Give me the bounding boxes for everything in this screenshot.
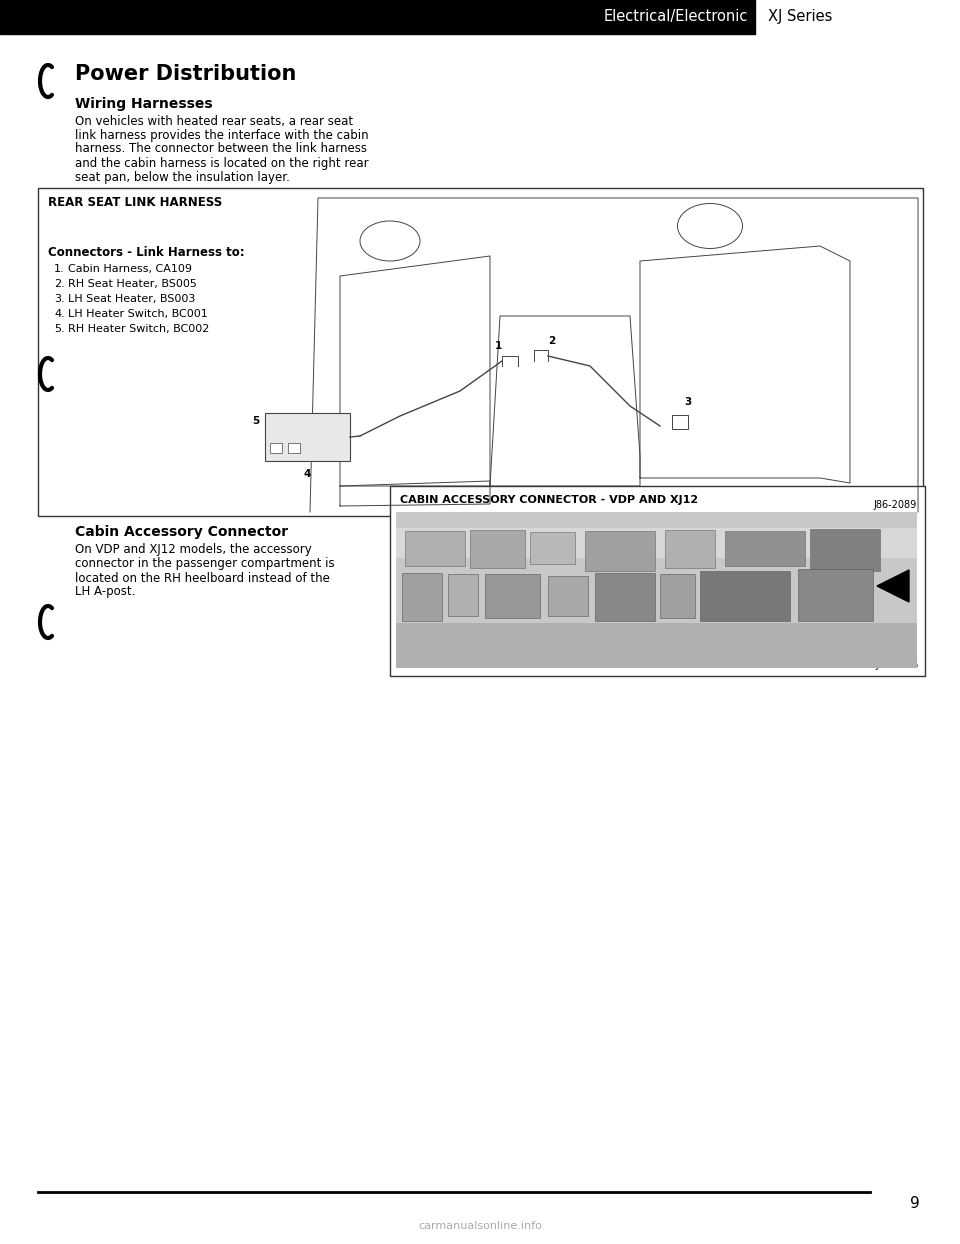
Text: Connectors - Link Harness to:: Connectors - Link Harness to:	[48, 246, 245, 260]
Bar	[396, 527, 917, 559]
Text: 3.: 3.	[54, 294, 64, 304]
Ellipse shape	[678, 204, 742, 249]
Bar	[270, 443, 282, 453]
Bar	[405, 531, 465, 566]
Bar	[700, 571, 790, 621]
Bar	[725, 531, 805, 566]
Bar	[595, 573, 655, 621]
Text: Wiring Harnesses: Wiring Harnesses	[75, 97, 212, 111]
Text: J86-2116: J86-2116	[876, 661, 919, 671]
Ellipse shape	[360, 221, 420, 261]
Text: 5: 5	[252, 415, 259, 425]
Text: 1.: 1.	[54, 264, 64, 274]
Bar	[448, 573, 478, 616]
Text: 4: 4	[303, 469, 311, 479]
Text: Power Distribution: Power Distribution	[75, 63, 297, 85]
Text: seat pan, below the insulation layer.: seat pan, below the insulation layer.	[75, 170, 290, 184]
Text: LH A-post.: LH A-post.	[75, 586, 135, 598]
Text: harness. The connector between the link harness: harness. The connector between the link …	[75, 143, 367, 156]
Text: Cabin Accessory Connector: Cabin Accessory Connector	[75, 525, 288, 539]
Text: XJ Series: XJ Series	[768, 10, 832, 25]
Text: 2.: 2.	[54, 279, 64, 289]
Bar	[390, 486, 925, 675]
Bar	[38, 188, 923, 516]
Text: LH Heater Switch, BC001: LH Heater Switch, BC001	[68, 309, 207, 318]
Text: Cabin Harness, CA109: Cabin Harness, CA109	[68, 264, 192, 274]
Bar	[798, 569, 873, 621]
Bar	[402, 573, 442, 621]
Bar	[485, 573, 540, 618]
Bar	[265, 413, 350, 462]
Text: located on the RH heelboard instead of the: located on the RH heelboard instead of t…	[75, 571, 330, 585]
Text: Electrical/Electronic: Electrical/Electronic	[604, 10, 748, 25]
Bar	[470, 530, 525, 569]
Text: 2: 2	[548, 336, 556, 346]
Text: carmanualsonline.info: carmanualsonline.info	[418, 1222, 542, 1232]
Bar	[288, 443, 300, 453]
Bar	[672, 415, 688, 429]
Text: and the cabin harness is located on the right rear: and the cabin harness is located on the …	[75, 157, 369, 169]
Bar	[665, 530, 715, 569]
Text: 4.: 4.	[54, 309, 64, 318]
Text: link harness provides the interface with the cabin: link harness provides the interface with…	[75, 128, 369, 142]
Text: 5.: 5.	[54, 323, 64, 333]
Text: LH Seat Heater, BS003: LH Seat Heater, BS003	[68, 294, 196, 304]
Text: RH Heater Switch, BC002: RH Heater Switch, BC002	[68, 323, 209, 333]
Bar	[810, 529, 880, 571]
Text: On VDP and XJ12 models, the accessory: On VDP and XJ12 models, the accessory	[75, 544, 312, 556]
Text: On vehicles with heated rear seats, a rear seat: On vehicles with heated rear seats, a re…	[75, 114, 353, 127]
Text: J86-2089: J86-2089	[874, 500, 917, 510]
Bar	[548, 576, 588, 616]
Bar	[530, 532, 575, 564]
Bar	[0, 0, 755, 34]
Polygon shape	[877, 570, 909, 602]
Text: 1: 1	[494, 341, 502, 351]
Bar	[396, 513, 917, 668]
Text: REAR SEAT LINK HARNESS: REAR SEAT LINK HARNESS	[48, 195, 223, 209]
Text: connector in the passenger compartment is: connector in the passenger compartment i…	[75, 557, 335, 571]
Bar	[660, 573, 695, 618]
Bar	[585, 531, 655, 571]
Text: CABIN ACCESSORY CONNECTOR - VDP AND XJ12: CABIN ACCESSORY CONNECTOR - VDP AND XJ12	[400, 495, 698, 505]
Text: 3: 3	[684, 397, 691, 407]
Text: RH Seat Heater, BS005: RH Seat Heater, BS005	[68, 279, 197, 289]
Text: 9: 9	[910, 1197, 920, 1212]
Bar	[396, 623, 917, 668]
